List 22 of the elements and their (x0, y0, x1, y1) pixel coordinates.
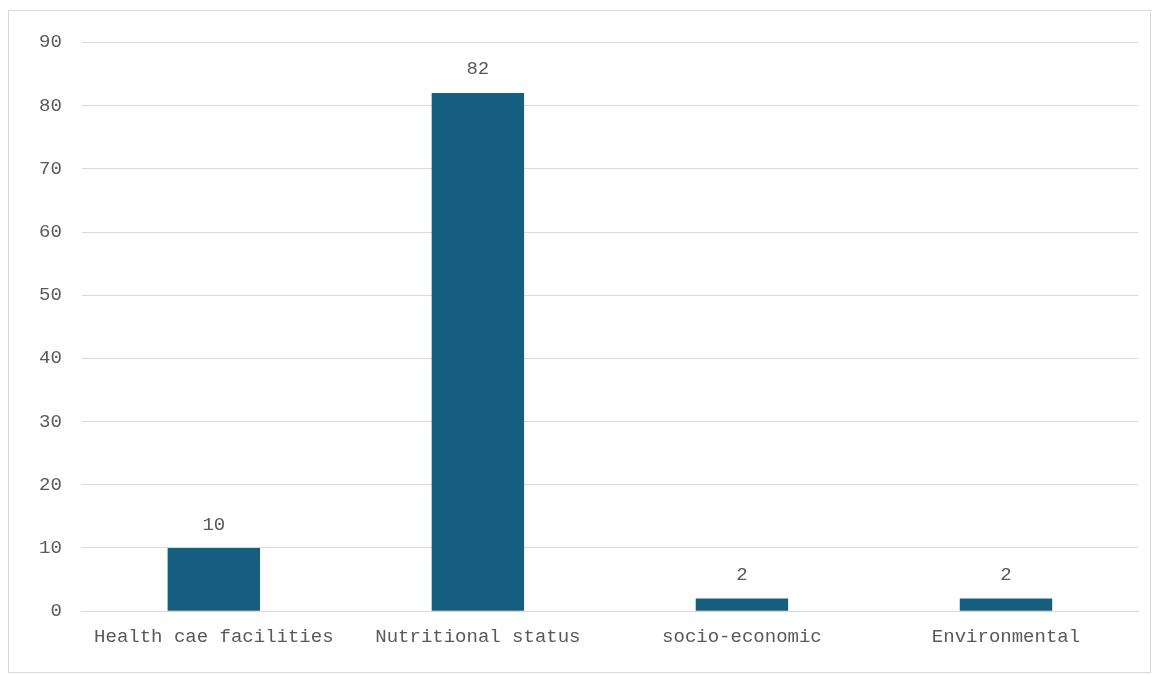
bar (695, 598, 789, 611)
y-tick-label: 10 (38, 537, 62, 560)
y-tick-label: 80 (38, 94, 62, 117)
data-label: 2 (1000, 564, 1012, 587)
y-tick-label: 90 (38, 31, 62, 54)
y-tick-label: 70 (38, 157, 62, 180)
y-tick-label: 20 (38, 473, 62, 496)
data-label: 2 (736, 564, 748, 587)
y-tick-label: 30 (38, 410, 62, 433)
data-label: 10 (202, 513, 226, 536)
data-label: 82 (466, 58, 490, 81)
y-tick-label: 40 (38, 347, 62, 370)
bar (431, 92, 525, 611)
x-tick-label: socio-economic (662, 625, 822, 648)
bar (167, 548, 261, 611)
x-tick-label: Health cae facilities (94, 625, 334, 648)
x-tick-label: Nutritional status (375, 625, 581, 648)
y-tick-label: 0 (50, 600, 62, 623)
bar (959, 598, 1053, 611)
y-tick-label: 50 (38, 284, 62, 307)
y-tick-label: 60 (38, 221, 62, 244)
x-tick-label: Environmental (931, 625, 1081, 648)
